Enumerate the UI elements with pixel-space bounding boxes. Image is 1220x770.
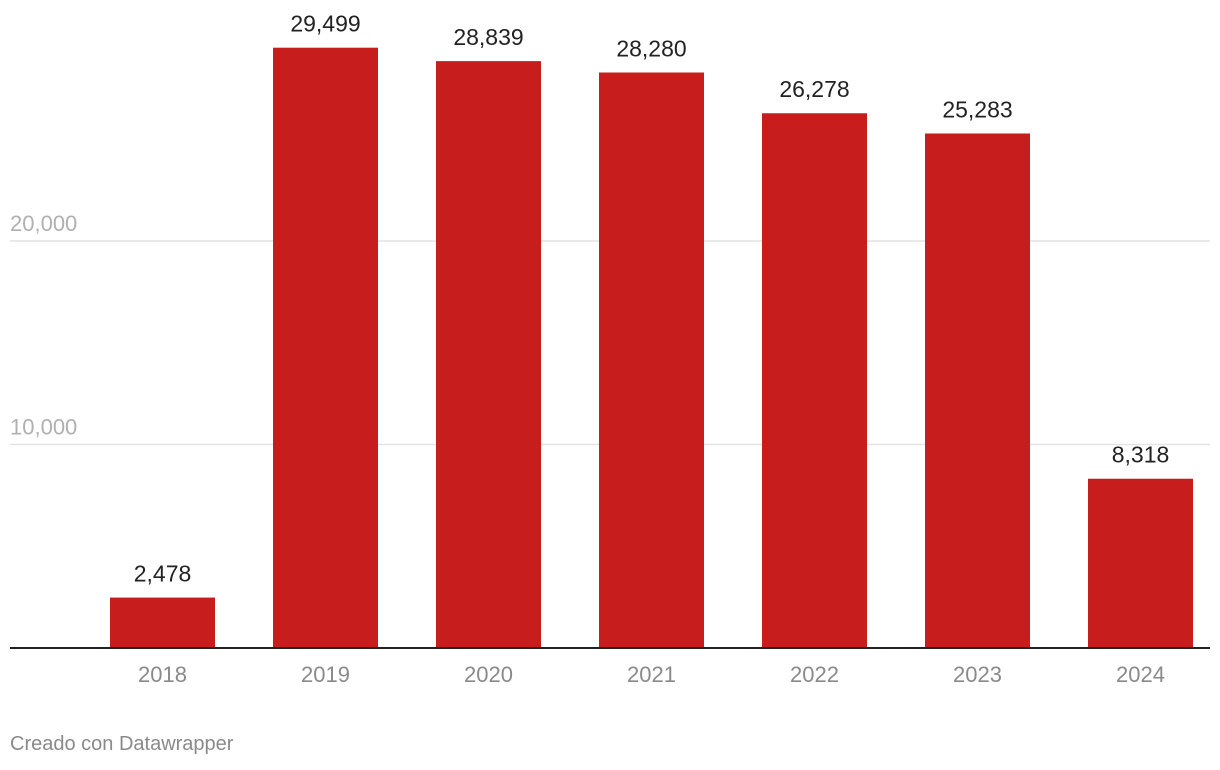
bar-2019 — [273, 47, 378, 648]
x-tick-label: 2021 — [627, 662, 676, 687]
x-tick-label: 2022 — [790, 662, 839, 687]
y-tick-label: 10,000 — [10, 415, 77, 440]
value-label: 25,283 — [942, 96, 1012, 122]
bar-2022 — [762, 113, 867, 649]
x-tick-label: 2019 — [301, 662, 350, 687]
x-tick-label: 2020 — [464, 662, 513, 687]
y-tick-label: 20,000 — [10, 211, 77, 236]
value-label: 26,278 — [779, 76, 849, 102]
value-label: 29,499 — [290, 11, 360, 37]
bar-2023 — [925, 133, 1030, 648]
value-labels: 2,478 29,499 28,839 28,280 26,278 25,283 8,318 — [134, 11, 1170, 587]
bar-2024 — [1088, 478, 1193, 648]
bar-2021 — [599, 72, 704, 648]
x-tick-label: 2018 — [138, 662, 187, 687]
bar-2020 — [436, 61, 541, 649]
value-label: 8,318 — [1112, 442, 1170, 468]
value-label: 28,280 — [616, 36, 686, 62]
datawrapper-credit: Creado con Datawrapper — [10, 733, 234, 755]
x-tick-label: 2023 — [953, 662, 1002, 687]
x-axis: 2018 2019 2020 2021 2022 2023 2024 — [10, 647, 1210, 687]
x-tick-label: 2024 — [1116, 662, 1165, 687]
bar-2018 — [110, 597, 215, 648]
bars — [110, 47, 1193, 649]
value-label: 28,839 — [453, 24, 523, 50]
value-label: 2,478 — [134, 561, 192, 587]
